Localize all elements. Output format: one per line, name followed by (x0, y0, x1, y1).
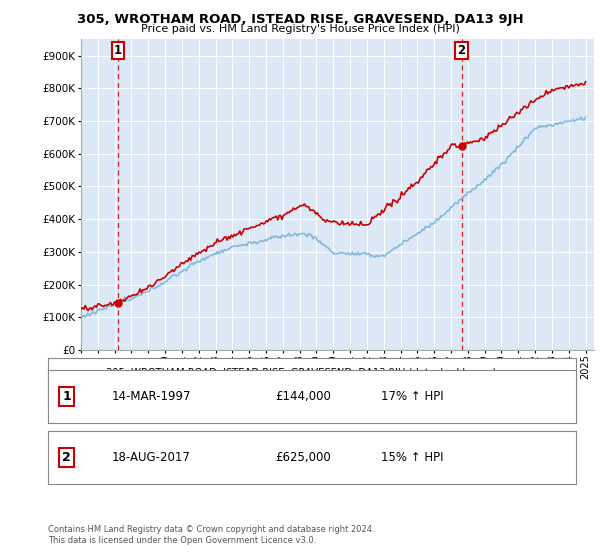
Text: 2: 2 (62, 451, 71, 464)
Text: HPI: Average price, detached house, Gravesham: HPI: Average price, detached house, Grav… (106, 393, 348, 403)
Text: 305, WROTHAM ROAD, ISTEAD RISE, GRAVESEND, DA13 9JH (detached house): 305, WROTHAM ROAD, ISTEAD RISE, GRAVESEN… (106, 368, 496, 379)
Text: Price paid vs. HM Land Registry's House Price Index (HPI): Price paid vs. HM Land Registry's House … (140, 24, 460, 34)
Text: 305, WROTHAM ROAD, ISTEAD RISE, GRAVESEND, DA13 9JH: 305, WROTHAM ROAD, ISTEAD RISE, GRAVESEN… (77, 13, 523, 26)
Text: £144,000: £144,000 (275, 390, 331, 403)
Text: 18-AUG-2017: 18-AUG-2017 (112, 451, 190, 464)
Text: 15% ↑ HPI: 15% ↑ HPI (380, 451, 443, 464)
Text: 2: 2 (458, 44, 466, 57)
Text: 14-MAR-1997: 14-MAR-1997 (112, 390, 191, 403)
Text: £625,000: £625,000 (275, 451, 331, 464)
Text: Contains HM Land Registry data © Crown copyright and database right 2024.
This d: Contains HM Land Registry data © Crown c… (48, 525, 374, 545)
Text: 1: 1 (62, 390, 71, 403)
Text: 1: 1 (114, 44, 122, 57)
Text: 17% ↑ HPI: 17% ↑ HPI (380, 390, 443, 403)
